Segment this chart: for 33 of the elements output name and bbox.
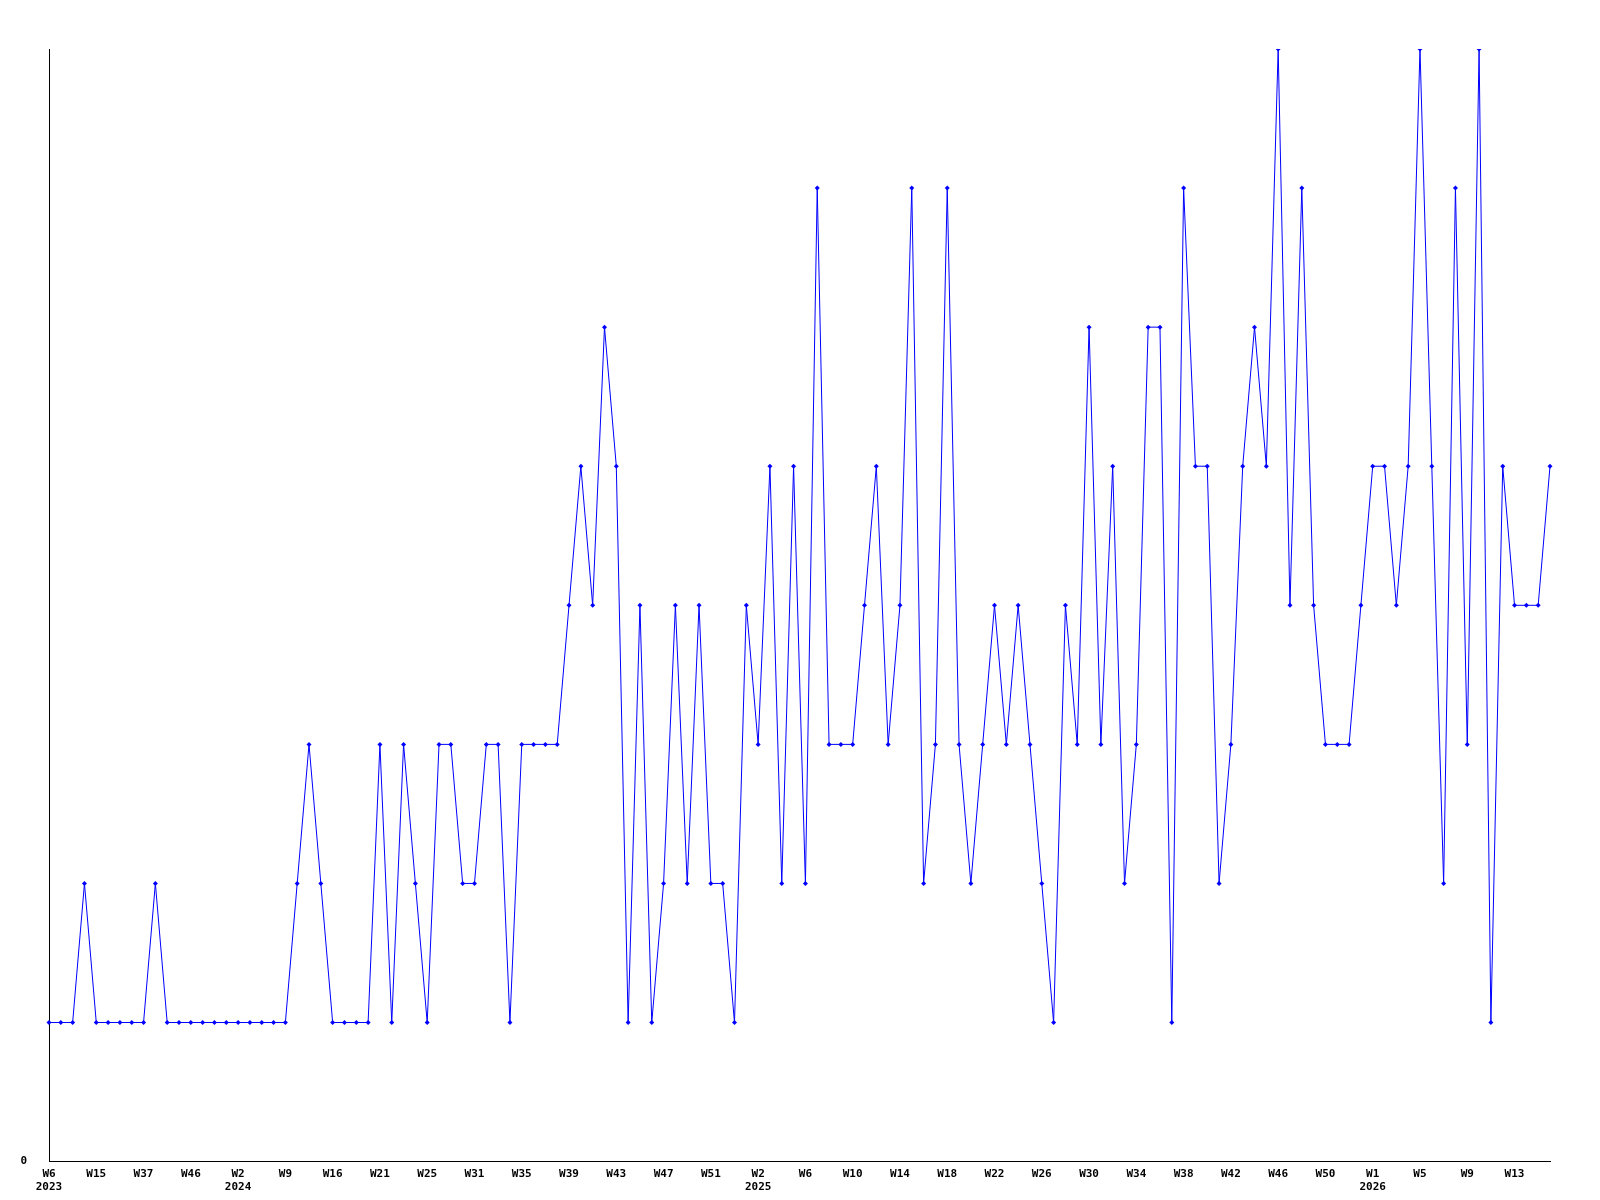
x-tick-label: W25: [417, 1167, 438, 1181]
x-tick-label: W6 2023: [35, 1167, 63, 1194]
x-tick-label: W47: [653, 1167, 674, 1181]
x-tick-label: W37: [133, 1167, 154, 1181]
x-tick-label: W16: [322, 1167, 343, 1181]
x-tick-label: W34: [1126, 1167, 1147, 1181]
x-tick-label: W2 2024: [224, 1167, 252, 1194]
x-tick-label: W51: [700, 1167, 722, 1181]
x-tick-label: W5: [1413, 1167, 1427, 1181]
x-tick-label: W18: [937, 1167, 958, 1181]
x-tick-label: W50: [1315, 1167, 1336, 1181]
x-tick-label: W22: [984, 1167, 1005, 1181]
x-tick-label: W2 2025: [744, 1167, 772, 1194]
x-tick-label: W26: [1031, 1167, 1053, 1181]
x-tick-label: W9: [1460, 1167, 1474, 1181]
x-tick-label: W21: [369, 1167, 391, 1181]
text: 0: [20, 1154, 27, 1168]
x-tick-label: W43: [606, 1167, 627, 1181]
x-tick-label: W31: [464, 1167, 485, 1181]
x-tick-label: W10: [842, 1167, 863, 1181]
x-tick-label: W39: [559, 1167, 579, 1181]
x-tick-label: W30: [1079, 1167, 1099, 1181]
x-tick-label: W13: [1504, 1167, 1525, 1181]
x-tick-label: W15: [86, 1167, 107, 1181]
x-tick-label: W46: [1268, 1167, 1289, 1181]
x-tick-label: W46: [180, 1167, 202, 1181]
x-tick-label: W9: [278, 1167, 292, 1181]
x-tick-label: W42: [1220, 1167, 1241, 1181]
x-tick-label: W14: [890, 1167, 911, 1181]
x-tick-label: W35: [511, 1167, 532, 1181]
x-tick-label: W38: [1173, 1167, 1194, 1181]
x-tick-label: W6: [798, 1167, 813, 1181]
x-tick-label: W1 2026: [1359, 1167, 1387, 1194]
